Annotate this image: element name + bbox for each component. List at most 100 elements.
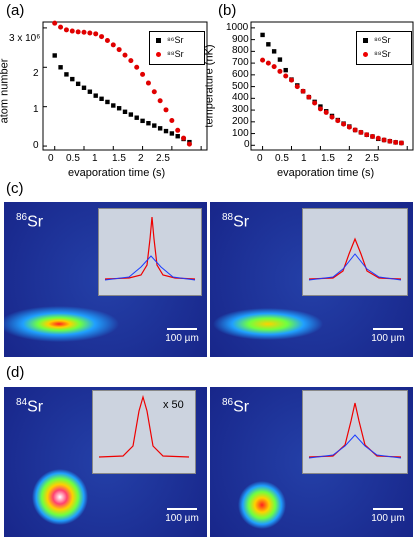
data-point-circle: [151, 89, 157, 95]
data-point-circle: [393, 139, 399, 145]
legend-item: ⁸⁶Sr: [156, 35, 184, 45]
data-point-circle: [157, 98, 163, 104]
data-point-circle: [110, 42, 116, 48]
plot-frame: [250, 21, 414, 151]
data-point-circle: [75, 29, 81, 35]
data-point-square: [64, 72, 69, 77]
y-tick-label: 900: [232, 34, 249, 45]
y-tick-label: 100: [232, 128, 249, 139]
profile-inset: [302, 208, 408, 296]
data-point-circle: [116, 47, 122, 53]
y-axis-label: atom number: [0, 58, 11, 124]
data-point-circle: [346, 124, 352, 130]
data-point-circle: [329, 114, 335, 120]
data-point-square: [87, 89, 93, 94]
x-tick-label: 0: [48, 153, 54, 164]
legend-label: ⁸⁶Sr: [167, 35, 184, 45]
data-point-square: [283, 67, 288, 73]
y-tick-label: 600: [232, 69, 249, 80]
data-point-square: [266, 42, 271, 47]
data-point-circle: [52, 20, 58, 26]
profile-plot: [308, 237, 402, 281]
x-tick-label: 1.5: [112, 153, 126, 164]
profile-inset: [98, 208, 202, 296]
x-axis-label: evaporation time (s): [277, 167, 375, 179]
image-panel-86sr-c: 86Sr 100 µm: [4, 202, 207, 357]
data-point-circle: [381, 137, 387, 143]
data-point-square: [93, 93, 98, 98]
data-point-square: [128, 112, 134, 117]
data-point-square: [81, 85, 87, 90]
data-point-square: [70, 76, 75, 82]
y-tick-label: 200: [232, 116, 249, 127]
data-point-circle: [104, 38, 110, 44]
data-point-circle: [294, 84, 300, 90]
scale-bar-line: [167, 328, 197, 330]
data-point-circle: [128, 58, 134, 64]
data-point-circle: [140, 71, 146, 77]
data-point-square: [52, 53, 57, 58]
data-point-circle: [81, 29, 87, 35]
data-point-circle: [364, 132, 370, 138]
data-point-square: [75, 81, 81, 87]
y-tick-label: 3 x 10⁶: [9, 33, 41, 44]
data-point-circle: [265, 60, 271, 66]
y-tick-label: 2: [33, 68, 39, 79]
data-point-square: [152, 123, 157, 128]
y-tick-label: 300: [232, 104, 249, 115]
isotope-label: 84Sr: [16, 397, 44, 416]
isotope-label: 86Sr: [222, 397, 250, 416]
data-point-circle: [99, 34, 105, 40]
y-tick-label: 500: [232, 81, 249, 92]
circle-marker-icon: [363, 52, 368, 58]
data-point-circle: [175, 127, 181, 133]
panel-label-a: (a): [6, 2, 25, 19]
y-tick-label: 700: [232, 57, 249, 68]
chart-atom-number: 3 x 10⁶ 2 1 0 0 0.5 1 1.5 2 2.5 evaporat…: [0, 0, 210, 180]
data-point-circle: [387, 138, 393, 144]
legend-label: ⁸⁸Sr: [167, 49, 184, 59]
data-point-circle: [306, 94, 312, 100]
data-point-circle: [63, 27, 69, 33]
scale-bar: 100 µm: [152, 508, 207, 524]
x-tick-label: 2.5: [156, 153, 170, 164]
x-tick-label: 1: [92, 153, 98, 164]
circle-marker-icon: [156, 52, 161, 58]
chart-temperature-svg: [250, 21, 414, 151]
data-point-circle: [312, 100, 318, 106]
scale-bar: 100 µm: [358, 328, 413, 344]
data-point-circle: [341, 121, 347, 127]
y-tick-label: 0: [244, 139, 250, 150]
data-point-square: [277, 57, 283, 62]
data-point-circle: [335, 118, 341, 124]
y-tick-label: 0: [33, 140, 39, 151]
data-point-circle: [87, 30, 93, 36]
data-point-circle: [134, 64, 140, 70]
legend-item: ⁸⁸Sr: [363, 49, 391, 59]
data-point-circle: [283, 73, 289, 79]
data-point-square: [140, 118, 145, 124]
x-tick-label: 2.5: [365, 153, 379, 164]
x-tick-label: 0.5: [66, 153, 80, 164]
data-point-square: [116, 106, 122, 111]
profile-plot: [104, 216, 196, 281]
y-tick-label: 1000: [226, 22, 249, 33]
profile-plot: [98, 394, 190, 458]
legend-label: ⁸⁸Sr: [374, 49, 391, 59]
panel-label-c: (c): [6, 180, 24, 197]
data-point-circle: [260, 57, 266, 63]
data-point-circle: [169, 117, 175, 123]
data-point-square: [58, 65, 63, 70]
chart-temperature: 1000 900 800 700 600 500 400 300 200 100…: [204, 0, 415, 180]
scale-bar: 100 µm: [358, 508, 413, 524]
data-point-circle: [145, 80, 151, 86]
data-point-square: [157, 126, 163, 131]
data-point-square: [111, 103, 116, 108]
data-point-circle: [289, 77, 294, 83]
data-point-square: [271, 49, 277, 54]
y-tick-label: 1: [33, 104, 39, 115]
panel-label-d: (d): [6, 364, 25, 381]
image-panel-86sr-d: 86Sr 100 µm: [210, 387, 413, 537]
profile-inset: [302, 390, 408, 474]
legend: ⁸⁶Sr ⁸⁸Sr: [356, 31, 412, 65]
